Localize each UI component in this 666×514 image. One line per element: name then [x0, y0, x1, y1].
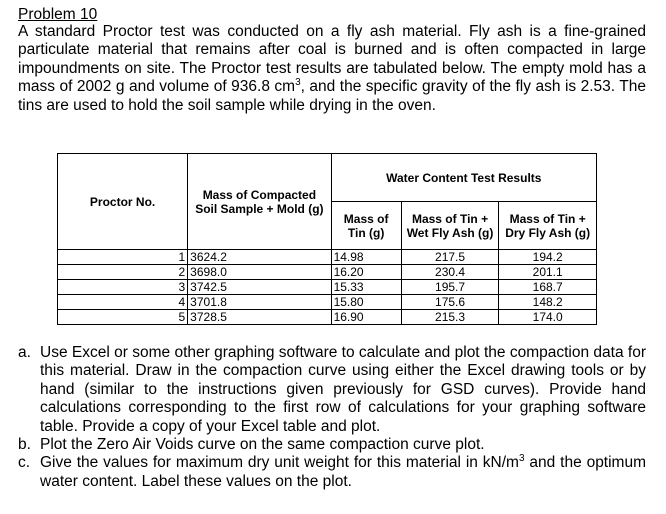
question-superscript: 3: [518, 453, 525, 465]
question-item: c. Give the values for maximum dry unit …: [18, 454, 646, 491]
cell-mold: 3698.0: [187, 264, 332, 280]
question-item: a. Use Excel or some other graphing soft…: [18, 344, 646, 436]
table-row: 2 3698.0 16.20 230.4 201.1: [56, 264, 597, 280]
cell-no: 4: [56, 294, 189, 310]
header-mass-tin: Mass of Tin (g): [330, 201, 402, 250]
cell-mold: 3701.8: [187, 294, 332, 310]
intro-text-2: , and the specific gravity of the fly as…: [18, 78, 646, 114]
cell-tin: 15.80: [330, 294, 402, 310]
cell-mold: 3624.2: [187, 249, 332, 265]
cell-wet: 175.6: [400, 294, 500, 310]
cell-dry: 174.0: [498, 309, 597, 325]
header-mass-compacted: Mass of Compacted Soil Sample + Mold (g): [187, 153, 332, 250]
cell-tin: 14.98: [330, 249, 402, 265]
cell-wet: 230.4: [400, 264, 500, 280]
cell-dry: 148.2: [498, 294, 597, 310]
proctor-results-table: Proctor No. Mass of Compacted Soil Sampl…: [56, 153, 598, 325]
cell-wet: 217.5: [400, 249, 500, 265]
intro-superscript: 3: [295, 77, 301, 89]
question-list: a. Use Excel or some other graphing soft…: [18, 344, 646, 491]
question-text: Use Excel or some other graphing softwar…: [40, 344, 646, 435]
cell-no: 3: [56, 279, 189, 295]
problem-intro: A standard Proctor test was conducted on…: [18, 23, 646, 115]
cell-dry: 168.7: [498, 279, 597, 295]
header-mass-tin-wet: Mass of Tin + Wet Fly Ash (g): [400, 201, 500, 250]
table-row: 3 3742.5 15.33 195.7 168.7: [56, 279, 597, 295]
question-marker: a.: [18, 344, 31, 361]
cell-dry: 201.1: [498, 264, 597, 280]
question-text-1: Give the values for maximum dry unit wei…: [40, 454, 519, 472]
cell-tin: 15.33: [330, 279, 402, 295]
table-row: 4 3701.8 15.80 175.6 148.2: [56, 294, 597, 310]
cell-dry: 194.2: [498, 249, 597, 265]
cell-no: 1: [56, 249, 189, 265]
table-row: 5 3728.5 16.90 215.3 174.0: [56, 309, 597, 325]
cell-mold: 3742.5: [187, 279, 332, 295]
cell-wet: 195.7: [400, 279, 500, 295]
table-header-row: Proctor No. Mass of Compacted Soil Sampl…: [56, 153, 598, 250]
cell-no: 5: [56, 309, 189, 325]
question-marker: b.: [18, 436, 31, 454]
problem-title: Problem 10: [18, 6, 98, 23]
question-marker: c.: [18, 454, 31, 472]
table-row: 1 3624.2 14.98 217.5 194.2: [56, 249, 597, 265]
question-text: Give the values for maximum dry unit wei…: [40, 453, 647, 490]
header-water-content: Water Content Test Results: [330, 153, 598, 202]
header-mass-tin-dry: Mass of Tin + Dry Fly Ash (g): [498, 201, 597, 250]
header-proctor-no: Proctor No.: [56, 153, 189, 250]
question-text: Plot the Zero Air Voids curve on the sam…: [40, 436, 485, 454]
intro-text-1: A standard Proctor test was conducted on…: [18, 23, 646, 96]
cell-mold: 3728.5: [187, 309, 332, 325]
cell-tin: 16.90: [330, 309, 402, 325]
cell-no: 2: [56, 264, 189, 280]
question-item: b. Plot the Zero Air Voids curve on the …: [18, 436, 646, 454]
cell-tin: 16.20: [330, 264, 402, 280]
cell-wet: 215.3: [400, 309, 500, 325]
question-text-2: and the optimum water content. Label the…: [40, 454, 647, 490]
